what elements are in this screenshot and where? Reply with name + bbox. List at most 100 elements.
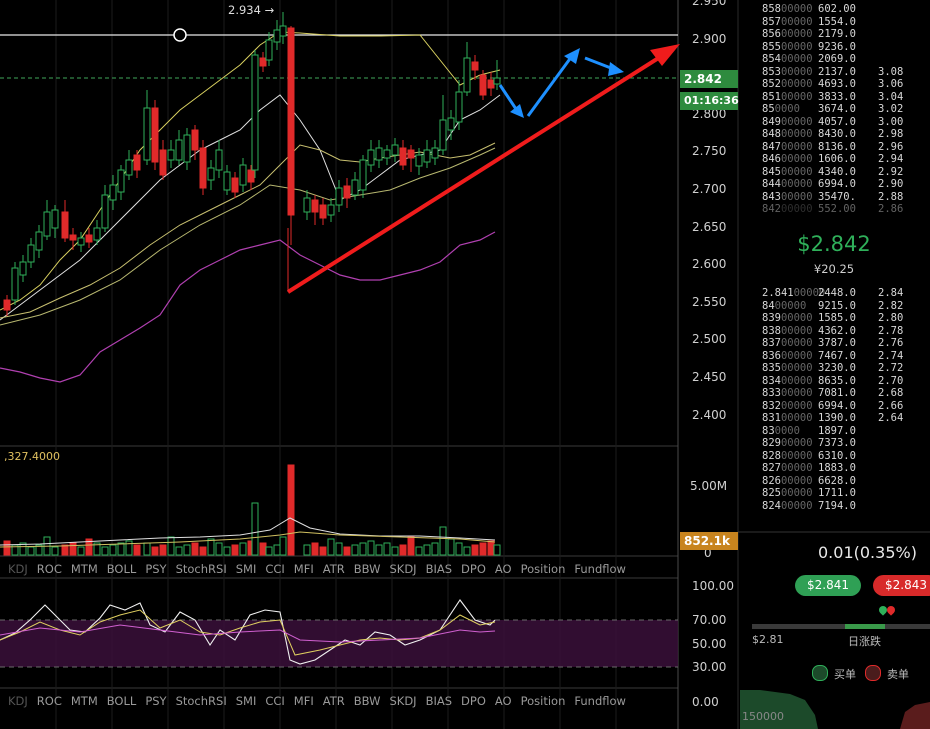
orderbook-row[interactable]: 82700000 1883.0 (738, 462, 930, 475)
orderbook-row[interactable]: 85800000 602.00 (738, 3, 930, 16)
candle-body[interactable] (487, 79, 495, 89)
candle-body[interactable] (215, 149, 223, 171)
blue-arrow-2[interactable] (526, 55, 574, 117)
orderbook-row[interactable]: 84500000 4340.0 2.92 (738, 166, 930, 179)
orderbook-row[interactable]: 84200000 552.00 2.86 (738, 203, 930, 216)
indicator-tab-psy[interactable]: PSY (145, 562, 167, 576)
candle-body[interactable] (125, 159, 133, 176)
candle-body[interactable] (287, 27, 295, 216)
candle-body[interactable] (423, 149, 431, 163)
orderbook-row[interactable]: 83600000 7467.0 2.74 (738, 350, 930, 363)
candle-body[interactable] (101, 194, 109, 229)
candle-body[interactable] (391, 144, 399, 156)
indicator-tab-skdj[interactable]: SKDJ (389, 694, 417, 708)
candle-body[interactable] (69, 234, 77, 241)
orderbook-row[interactable]: 82600000 6628.0 (738, 475, 930, 488)
candle-body[interactable] (493, 77, 501, 85)
orderbook-row[interactable]: 83700000 3787.0 2.76 (738, 337, 930, 350)
candle-body[interactable] (175, 139, 183, 161)
indicator-tab-mtm[interactable]: MTM (70, 562, 98, 576)
candle-body[interactable] (375, 147, 383, 161)
candle-body[interactable] (43, 211, 51, 237)
candle-body[interactable] (159, 149, 167, 176)
indicator-tab-bias[interactable]: BIAS (425, 694, 453, 708)
candle-body[interactable] (61, 211, 69, 239)
orderbook-row[interactable]: 83100000 1390.0 2.64 (738, 412, 930, 425)
indicator-tab-atr[interactable]: ATR (322, 562, 345, 576)
candle-body[interactable] (133, 154, 141, 171)
candle-body[interactable] (199, 147, 207, 189)
candle-body[interactable] (367, 149, 375, 166)
trend-arrow-red[interactable] (286, 50, 670, 294)
indicator-tab-mfi[interactable]: MFI (293, 562, 314, 576)
indicator-tab-smi[interactable]: SMI (235, 694, 257, 708)
candle-body[interactable] (439, 119, 447, 151)
candle-body[interactable] (117, 169, 125, 193)
candle-body[interactable] (327, 204, 335, 216)
indicator-tab-bbw[interactable]: BBW (353, 694, 381, 708)
candle-body[interactable] (335, 187, 343, 206)
orderbook-row[interactable]: 82900000 7373.0 (738, 437, 930, 450)
indicator-tab-kdj[interactable]: KDJ (8, 694, 28, 708)
blue-arrow-1[interactable] (498, 84, 520, 113)
candle-body[interactable] (85, 234, 93, 243)
indicator-tab-cci[interactable]: CCI (265, 694, 285, 708)
candle-body[interactable] (3, 299, 11, 311)
candle-body[interactable] (265, 39, 273, 61)
indicator-tab-stochrsi[interactable]: StochRSI (175, 562, 227, 576)
candle-body[interactable] (247, 169, 255, 183)
candle-body[interactable] (343, 185, 351, 199)
orderbook-row[interactable]: 8400000 9215.0 2.82 (738, 300, 930, 313)
candle-body[interactable] (93, 227, 101, 241)
indicator-tab-roc[interactable]: ROC (36, 562, 62, 576)
candle-body[interactable] (311, 199, 319, 213)
candle-body[interactable] (447, 117, 455, 131)
orderbook-row[interactable]: 84300000 35470. 2.88 (738, 191, 930, 204)
indicator-tab-bias[interactable]: BIAS (425, 562, 453, 576)
indicator-tab-bbw[interactable]: BBW (353, 562, 381, 576)
candle-body[interactable] (27, 244, 35, 263)
candle-body[interactable] (151, 107, 159, 163)
indicator-tab-mtm[interactable]: MTM (70, 694, 98, 708)
candle-body[interactable] (463, 57, 471, 93)
candle-body[interactable] (273, 29, 281, 43)
candle-body[interactable] (231, 177, 239, 193)
orderbook-row[interactable]: 85300000 2137.0 3.08 (738, 66, 930, 79)
indicator-tab-boll[interactable]: BOLL (106, 694, 137, 708)
candle-body[interactable] (207, 167, 215, 181)
orderbook-row[interactable]: 84400000 6994.0 2.90 (738, 178, 930, 191)
bid-button[interactable]: $2.841 (795, 575, 861, 596)
level-handle[interactable] (173, 28, 187, 42)
orderbook-row[interactable]: 83400000 8635.0 2.70 (738, 375, 930, 388)
candle-body[interactable] (77, 237, 85, 246)
candle-body[interactable] (35, 231, 43, 251)
indicator-tab-ao[interactable]: AO (494, 694, 512, 708)
orderbook-row[interactable]: 83500000 3230.0 2.72 (738, 362, 930, 375)
candle-body[interactable] (223, 171, 231, 191)
candle-body[interactable] (279, 25, 287, 37)
orderbook-row[interactable]: 83800000 4362.0 2.78 (738, 325, 930, 338)
orderbook-row[interactable]: 85500000 9236.0 (738, 41, 930, 54)
orderbook-row[interactable]: 830000 1897.0 (738, 425, 930, 438)
indicator-tab-fundflow[interactable]: Fundflow (574, 562, 626, 576)
candle-body[interactable] (479, 74, 487, 96)
indicator-tab-cci[interactable]: CCI (265, 562, 285, 576)
orderbook-row[interactable]: 82500000 1711.0 (738, 487, 930, 500)
orderbook-row[interactable]: 85200000 4693.0 3.06 (738, 78, 930, 91)
indicator-tab-skdj[interactable]: SKDJ (389, 562, 417, 576)
orderbook-row[interactable]: 84700000 8136.0 2.96 (738, 141, 930, 154)
orderbook-row[interactable]: 82800000 6310.0 (738, 450, 930, 463)
orderbook-row[interactable]: 850000 3674.0 3.02 (738, 103, 930, 116)
orderbook-row[interactable]: 83200000 6994.0 2.66 (738, 400, 930, 413)
indicator-tab-dpo[interactable]: DPO (461, 694, 486, 708)
ask-button[interactable]: $2.843 (873, 575, 930, 596)
orderbook-row[interactable]: 84900000 4057.0 3.00 (738, 116, 930, 129)
orderbook-row[interactable]: 84600000 1606.0 2.94 (738, 153, 930, 166)
indicator-tab-mfi[interactable]: MFI (293, 694, 314, 708)
candle-body[interactable] (407, 149, 415, 159)
candle-body[interactable] (471, 61, 479, 71)
indicator-tab-boll[interactable]: BOLL (106, 562, 137, 576)
orderbook-row[interactable]: 2.84100000 2448.0 2.84 (738, 287, 930, 300)
orderbook-row[interactable]: 85700000 1554.0 (738, 16, 930, 29)
